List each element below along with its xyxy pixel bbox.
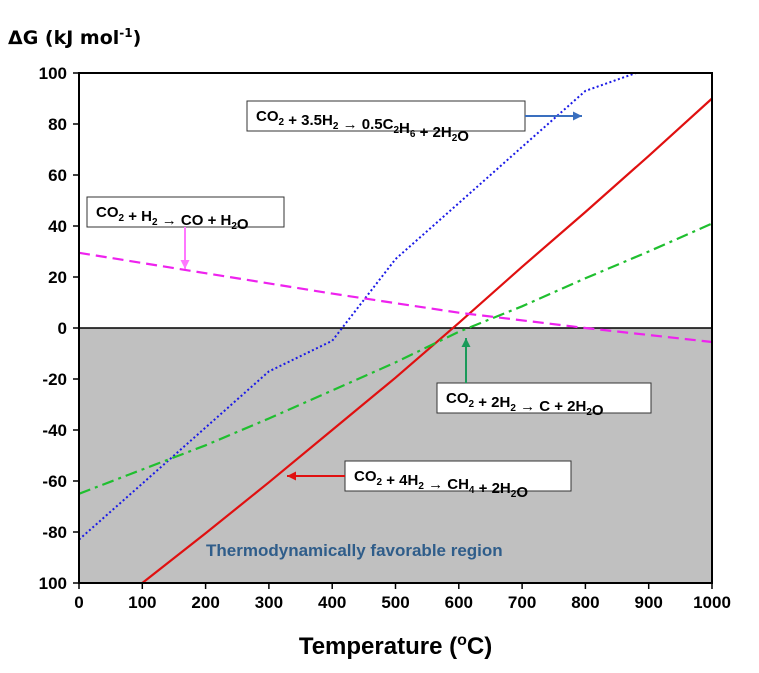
- label-arrow-head: [287, 471, 296, 481]
- reaction-label-methane: CO2 + 4H2 → CH4 + 2H2O: [287, 460, 572, 501]
- label-box: [86, 196, 285, 228]
- series-group: [78, 72, 713, 584]
- label-box: [246, 100, 526, 132]
- y-tick-label: -60: [42, 472, 67, 491]
- reaction-equation: CO2 + 3.5H2 → 0.5C2H6 + 2H2O: [256, 108, 469, 145]
- series-line-rwgs: [78, 251, 713, 344]
- reaction-label-rwgs: CO2 + H2 → CO + H2O: [86, 196, 285, 269]
- x-axis-title: Temperature (oC): [299, 632, 492, 660]
- label-arrow-head: [180, 260, 190, 269]
- x-tick-label: 900: [635, 593, 663, 612]
- y-tick-label: 60: [48, 166, 67, 185]
- y-tick-label: -40: [42, 421, 67, 440]
- reaction-equation: CO2 + 4H2 → CH4 + 2H2O: [354, 468, 528, 501]
- region-label: Thermodynamically favorable region: [206, 541, 503, 560]
- reaction-label-ethane: CO2 + 3.5H2 → 0.5C2H6 + 2H2O: [246, 100, 582, 145]
- x-tick-label: 500: [381, 593, 409, 612]
- label-box: [436, 382, 652, 414]
- reaction-equation: CO2 + 2H2 → C + 2H2O: [446, 390, 604, 419]
- y-tick-label: 100: [39, 574, 67, 593]
- x-tick-label: 0: [74, 593, 83, 612]
- label-arrow-head: [573, 111, 582, 121]
- y-tick-label: -20: [42, 370, 67, 389]
- x-tick-label: 700: [508, 593, 536, 612]
- y-tick-label: 100: [39, 64, 67, 83]
- axis-ticks: 0 100 200 300 400 500 600 700 800 900 100010080604…: [39, 64, 731, 612]
- label-arrow-head: [461, 338, 471, 347]
- y-tick-label: 0: [58, 319, 67, 338]
- y-tick-label: 80: [48, 115, 67, 134]
- x-tick-label: 400: [318, 593, 346, 612]
- x-tick-label: 600: [445, 593, 473, 612]
- x-tick-label: 1000: [693, 593, 731, 612]
- y-axis-title: ΔG (kJ mol-1): [8, 26, 141, 49]
- reaction-label-carbon: CO2 + 2H2 → C + 2H2O: [436, 338, 652, 419]
- y-tick-label: -80: [42, 523, 67, 542]
- y-tick-label: 20: [48, 268, 67, 287]
- reaction-equation: CO2 + H2 → CO + H2O: [96, 204, 249, 233]
- series-line-carbon: [78, 222, 713, 495]
- shaded-region: [79, 328, 712, 583]
- x-tick-label: 800: [571, 593, 599, 612]
- x-tick-label: 300: [255, 593, 283, 612]
- series-line-ethane: [78, 72, 637, 541]
- series-line-methane: [141, 97, 713, 584]
- x-tick-label: 100: [128, 593, 156, 612]
- reaction-labels: CO2 + 3.5H2 → 0.5C2H6 + 2H2O CO2 + 4H2 → …: [86, 100, 652, 501]
- y-tick-label: 40: [48, 217, 67, 236]
- x-tick-label: 200: [191, 593, 219, 612]
